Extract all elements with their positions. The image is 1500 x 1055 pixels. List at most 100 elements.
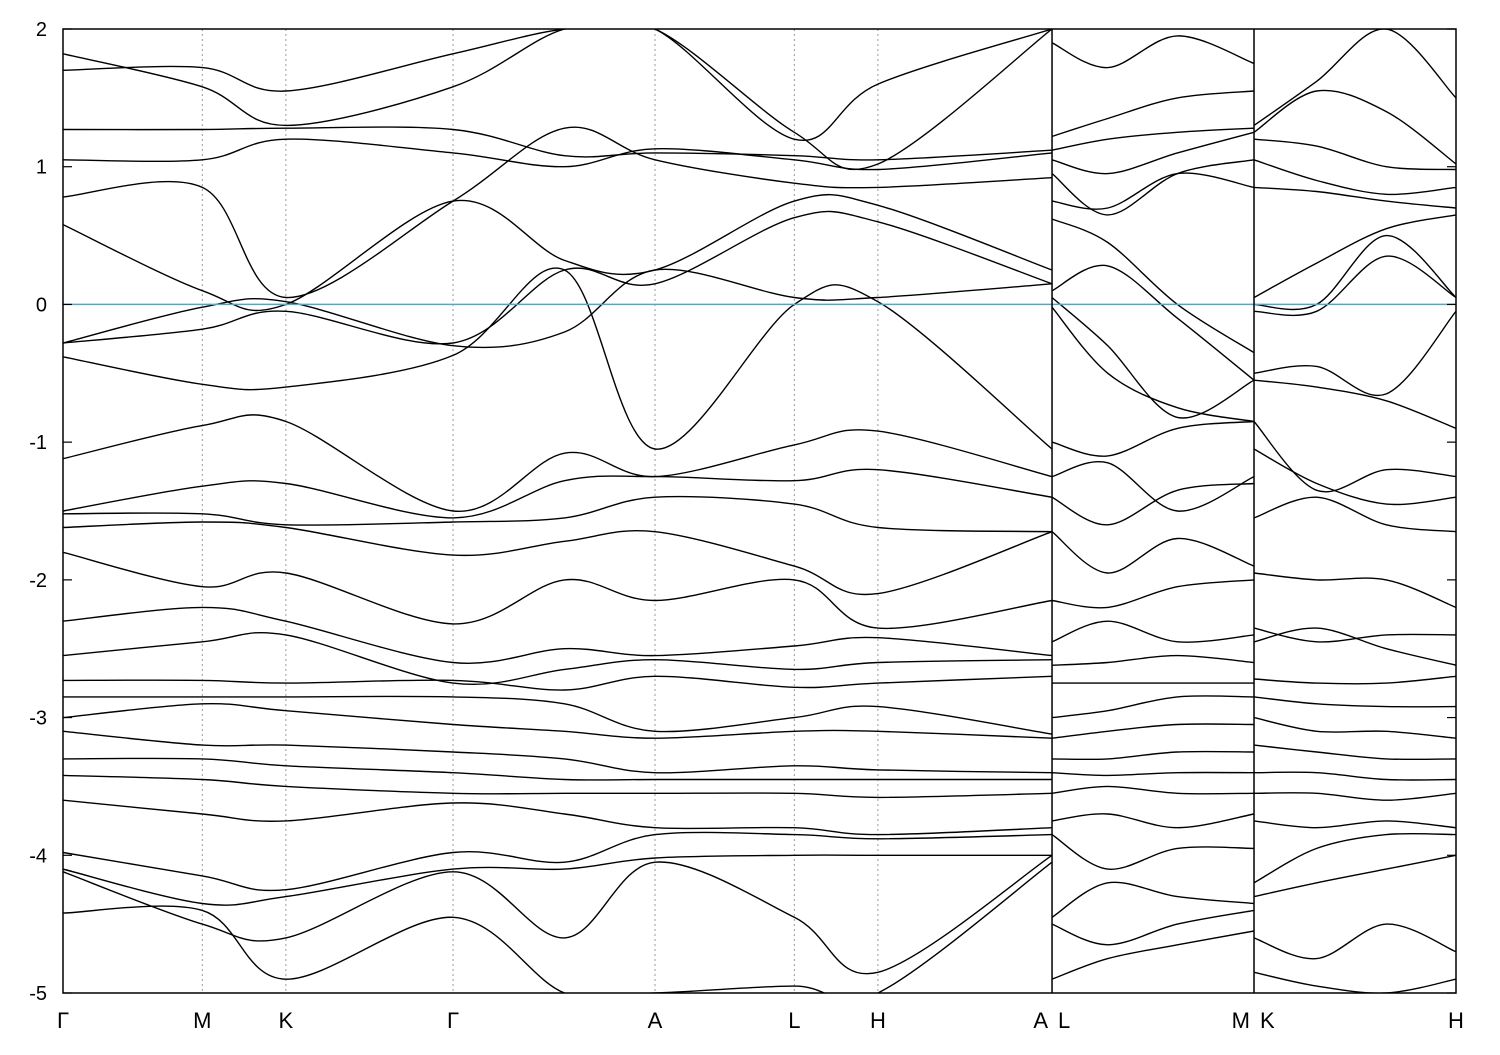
- band-line: [63, 126, 1053, 299]
- band-line: [1051, 531, 1255, 574]
- band-line: [1051, 482, 1255, 526]
- band-line: [63, 551, 1053, 630]
- band-line: [63, 730, 1053, 774]
- kpoint-label: Γ: [57, 1008, 69, 1033]
- band-line: [63, 138, 1053, 171]
- band-line: [63, 29, 1053, 171]
- y-tick-label: 1: [36, 157, 47, 179]
- band-line: [1253, 832, 1456, 884]
- band-line: [1051, 695, 1255, 719]
- band-line: [1051, 909, 1255, 946]
- band-line: [63, 854, 1053, 975]
- band-line: [1051, 420, 1255, 457]
- band-line: [1253, 572, 1456, 609]
- kpoint-label: H: [870, 1008, 886, 1033]
- band-line: [1253, 923, 1456, 960]
- band-line: [63, 861, 1053, 993]
- y-tick-label: -2: [29, 570, 47, 592]
- band-line: [1051, 723, 1255, 739]
- band-line: [1051, 579, 1255, 609]
- kpoint-label: K: [279, 1008, 294, 1033]
- plot-frame: [62, 28, 1457, 994]
- kpoint-label: A: [648, 1008, 663, 1033]
- band-line: [1253, 696, 1456, 708]
- band-line: [1253, 820, 1456, 829]
- band-line: [63, 854, 1052, 906]
- y-tick-label: -3: [29, 708, 47, 730]
- band-line: [1253, 310, 1456, 397]
- y-tick-label: -1: [29, 432, 47, 454]
- band-line: [63, 521, 1053, 596]
- band-line: [1253, 186, 1456, 209]
- band-line: [1051, 306, 1255, 423]
- band-line: [1051, 90, 1255, 138]
- kpoint-label: K: [1260, 1008, 1275, 1033]
- band-line: [63, 757, 1053, 781]
- kpoint-label: H: [1448, 1008, 1464, 1033]
- band-line: [1051, 620, 1255, 643]
- band-line: [63, 268, 1053, 349]
- band-line: [63, 774, 1053, 799]
- band-line: [1051, 159, 1255, 216]
- kpoint-label: A: [1033, 1008, 1048, 1033]
- band-line: [1051, 750, 1255, 761]
- band-line: [63, 193, 1053, 312]
- band-line: [1253, 421, 1456, 493]
- band-line: [1051, 218, 1255, 354]
- kpoint-label: M: [193, 1008, 211, 1033]
- band-line: [63, 606, 1053, 664]
- band-line: [1051, 785, 1255, 795]
- band-line: [1051, 35, 1255, 69]
- band-line: [63, 695, 1053, 735]
- band-line: [1253, 675, 1456, 685]
- band-line: [1253, 89, 1456, 165]
- band-line: [1253, 854, 1456, 898]
- band-line: [63, 210, 1053, 345]
- kpoint-label: L: [1058, 1008, 1070, 1033]
- y-tick-label: -5: [29, 983, 47, 1005]
- band-line: [63, 675, 1053, 691]
- band-lines: [63, 29, 1456, 993]
- band-line: [1253, 627, 1456, 643]
- band-line: [1051, 881, 1255, 918]
- band-line: [1253, 255, 1456, 317]
- band-line: [1253, 971, 1456, 993]
- band-line: [1051, 654, 1255, 666]
- band-line: [63, 267, 1053, 450]
- band-line: [1253, 234, 1456, 311]
- band-line: [1051, 296, 1255, 419]
- band-line: [1051, 131, 1255, 175]
- band-line: [1253, 159, 1456, 196]
- band-line: [63, 468, 1053, 519]
- band-line: [1253, 29, 1456, 126]
- band-line: [63, 702, 1053, 739]
- y-tick-label: -4: [29, 845, 47, 867]
- band-line: [63, 631, 1053, 686]
- band-line: [1253, 448, 1456, 506]
- band-line: [1051, 264, 1255, 381]
- band-line: [1253, 744, 1456, 761]
- kpoint-label: L: [788, 1008, 800, 1033]
- band-line: [63, 29, 1053, 142]
- band-line: [63, 495, 1053, 533]
- band-line: [63, 799, 1053, 836]
- band-line: [1051, 172, 1255, 210]
- band-line: [1051, 813, 1255, 829]
- band-line: [1253, 771, 1456, 781]
- band-line: [1051, 460, 1255, 512]
- band-line: [63, 126, 1053, 161]
- band-line: [1253, 627, 1456, 666]
- band-line: [1051, 930, 1255, 980]
- plot-border: [62, 28, 1457, 994]
- band-line: [1253, 496, 1456, 533]
- kpoint-guides: [201, 29, 879, 993]
- kpoint-label: M: [1232, 1008, 1250, 1033]
- band-line: [1253, 792, 1456, 801]
- band-line: [1253, 716, 1456, 739]
- band-line: [1051, 771, 1255, 777]
- band-line: [1253, 379, 1456, 430]
- band-line: [1051, 127, 1255, 151]
- band-line: [1051, 834, 1255, 870]
